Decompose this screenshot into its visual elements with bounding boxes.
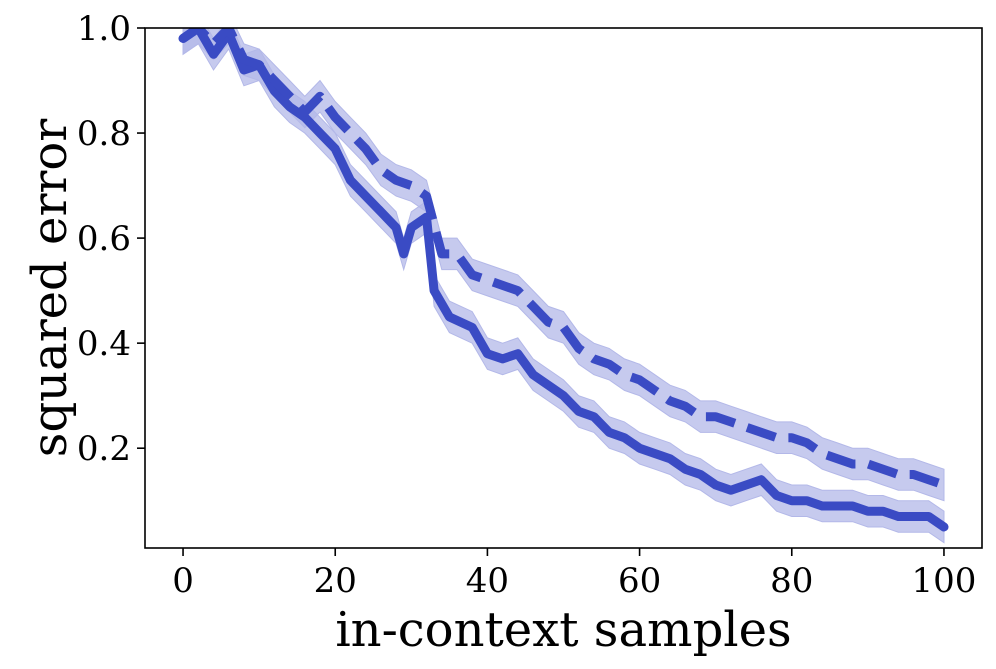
x-tick-label: 40 <box>466 561 509 601</box>
x-tick-label: 60 <box>618 561 661 601</box>
y-tick-label: 0.6 <box>77 219 131 259</box>
y-tick-label: 0.8 <box>77 114 131 154</box>
series-lines <box>178 28 949 532</box>
x-tick-label: 100 <box>912 561 977 601</box>
x-tick-label: 80 <box>770 561 813 601</box>
series-line-solid <box>178 28 949 532</box>
x-axis-label: in-context samples <box>335 602 791 658</box>
series-line-dashed <box>180 28 946 490</box>
confidence-bands <box>182 28 945 544</box>
y-axis-ticks: 0.2 0.4 0.6 0.8 1.0 <box>77 9 145 469</box>
x-tick-label: 20 <box>314 561 357 601</box>
x-axis-ticks: 0 20 40 60 80 100 <box>172 548 976 601</box>
y-tick-label: 0.4 <box>77 324 131 364</box>
y-tick-label: 0.2 <box>77 429 131 469</box>
plot-frame <box>144 27 983 549</box>
confidence-band-dashed <box>182 28 945 502</box>
x-tick-label: 0 <box>172 561 194 601</box>
y-tick-label: 1.0 <box>77 9 131 49</box>
y-axis-label: squared error <box>22 119 78 457</box>
